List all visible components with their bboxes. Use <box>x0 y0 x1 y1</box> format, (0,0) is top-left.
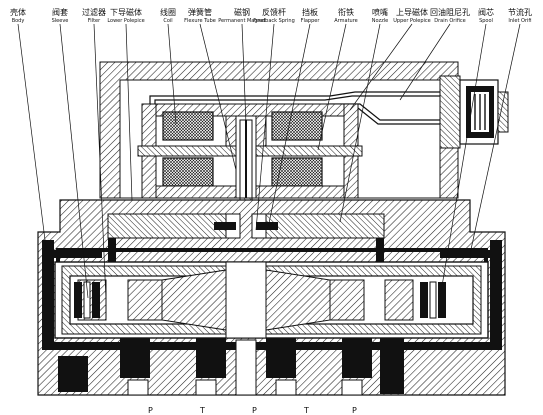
part-label-en: Lower Polepice <box>107 18 144 24</box>
part-label-en: Filter <box>88 18 101 24</box>
part-label-cn: 喷嘴 <box>372 7 388 17</box>
port-label: P <box>352 406 357 415</box>
part-label-en: Inlet Orifi <box>508 18 531 24</box>
port-label: P <box>252 406 257 415</box>
part-label-cn: 下导磁体 <box>110 7 142 17</box>
part-label-cn: 阀套 <box>52 7 68 17</box>
part-label-cn: 挡板 <box>302 7 318 17</box>
part-label-en: Armature <box>334 18 357 24</box>
port-label: T <box>199 406 205 415</box>
part-label-cn: 反馈杆 <box>262 7 286 17</box>
part-label-cn: 回油阻尼孔 <box>430 7 470 17</box>
nozzle-block <box>107 213 385 239</box>
part-label-en: Feedback Spring <box>253 18 295 24</box>
filter <box>74 281 100 319</box>
part-label-en: Sleeve <box>52 18 69 24</box>
part-label-cn: 阀芯 <box>478 7 494 17</box>
part-label-cn: 弹簧管 <box>188 7 212 17</box>
part-label-cn: 磁钢 <box>234 7 250 17</box>
coil-right-upper <box>271 111 323 141</box>
ports <box>127 339 363 396</box>
part-label-en: Flapper <box>301 18 321 24</box>
part-label-en: Upper Polepice <box>393 18 430 24</box>
coil-left-upper <box>162 111 214 141</box>
fluid-passages <box>42 238 502 394</box>
part-label-en: Spool <box>479 18 493 24</box>
part-label-cn: 节流孔 <box>508 7 532 17</box>
port-label: T <box>303 406 309 415</box>
part-label-en: Permanent Magnet <box>218 18 266 24</box>
coil-right-lower <box>271 157 323 187</box>
part-label-cn: 过滤器 <box>82 7 106 17</box>
part-label-en: Coil <box>163 18 172 24</box>
part-label-cn: 壳体 <box>10 7 26 17</box>
part-label-cn: 线圈 <box>160 7 176 17</box>
part-label-cn: 衔铁 <box>338 7 354 17</box>
spool <box>69 261 474 339</box>
leader-lines <box>17 23 521 301</box>
coil-left-lower <box>162 157 214 187</box>
part-label-cn: 上导磁体 <box>396 7 428 17</box>
filter-right <box>420 281 446 319</box>
part-label-en: Flexure Tube <box>184 18 216 24</box>
port-label: P <box>148 406 153 415</box>
part-label-en: Nozzle <box>372 18 389 24</box>
electrical-connector <box>439 75 509 149</box>
part-label-en: Drain Orifice <box>434 18 465 24</box>
part-label-en: Body <box>12 18 25 24</box>
